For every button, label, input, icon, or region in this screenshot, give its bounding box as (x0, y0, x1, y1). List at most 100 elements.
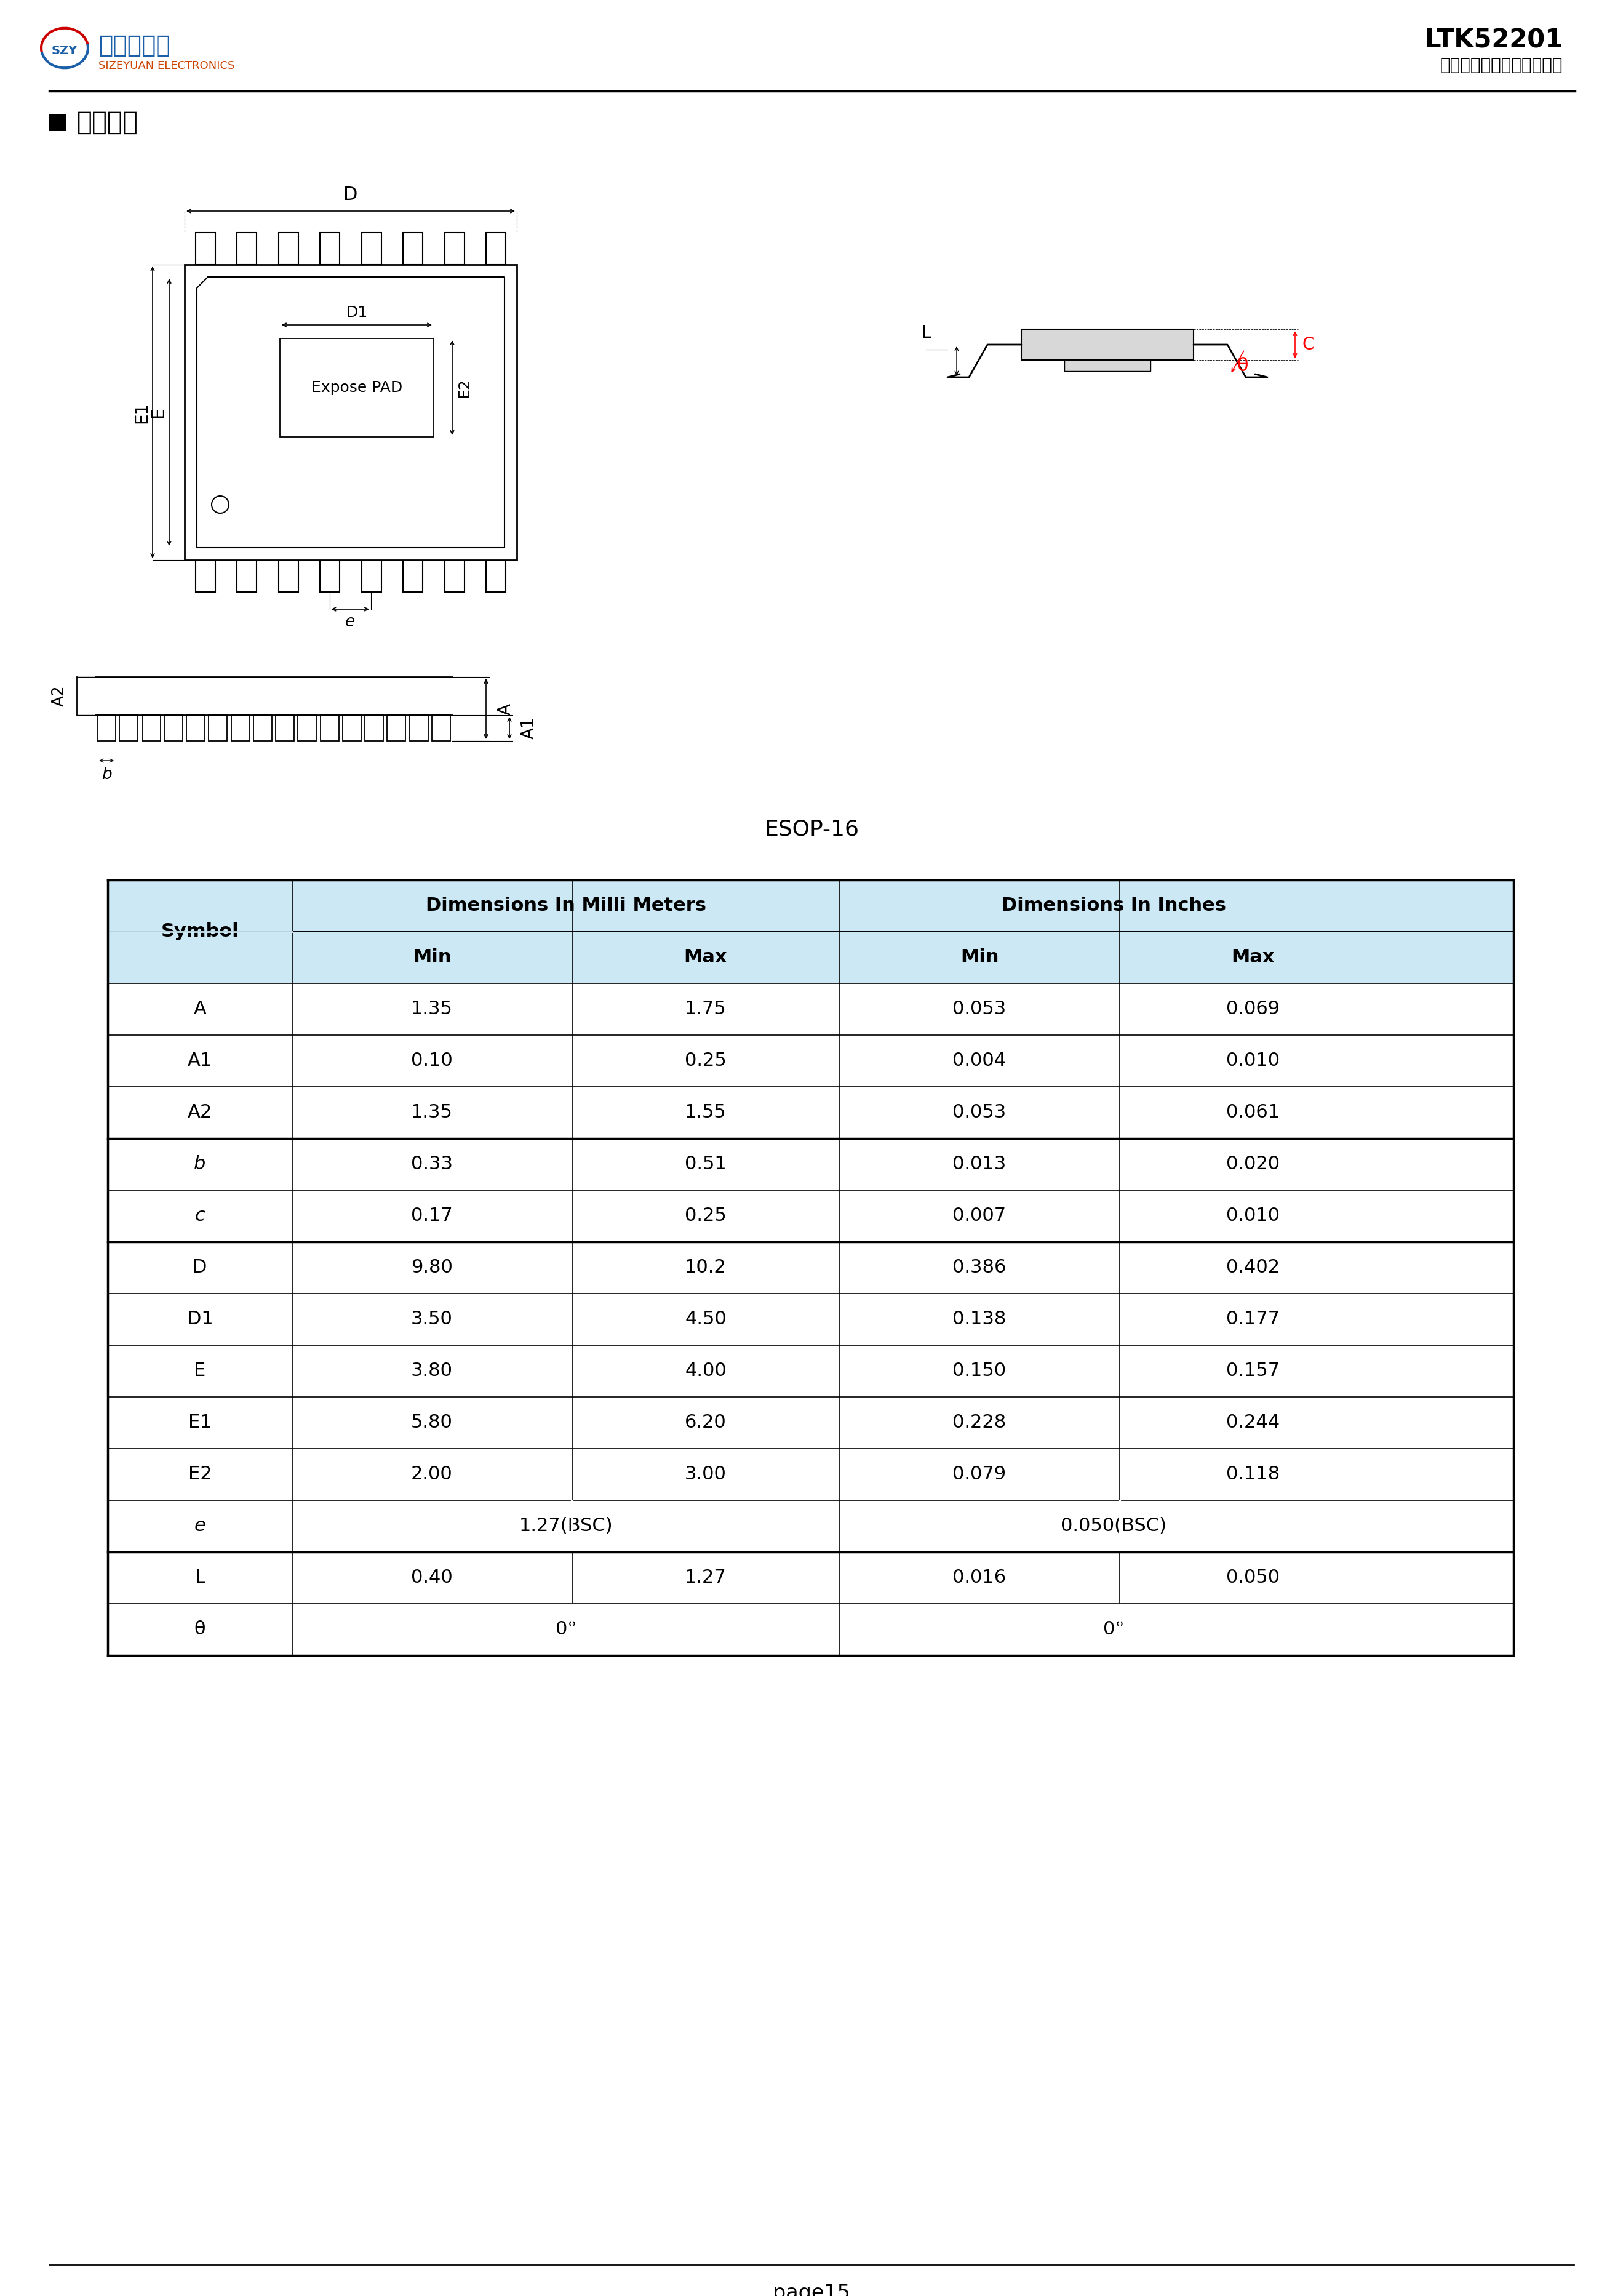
Bar (237, 232, 256, 264)
Text: 0.386: 0.386 (953, 1258, 1006, 1277)
Bar (187, 714, 204, 742)
Text: SZY: SZY (52, 44, 78, 57)
Text: 1.75: 1.75 (685, 1001, 727, 1017)
Text: 0.157: 0.157 (1227, 1362, 1281, 1380)
Bar (279, 338, 433, 436)
Text: page15: page15 (773, 2282, 850, 2296)
Bar (185, 264, 516, 560)
Text: 0.061: 0.061 (1227, 1104, 1281, 1120)
Text: 2.00: 2.00 (411, 1465, 453, 1483)
Text: 5.80: 5.80 (411, 1414, 453, 1433)
Text: Max: Max (683, 948, 727, 967)
Text: Max: Max (1232, 948, 1276, 967)
Text: 0.118: 0.118 (1227, 1465, 1281, 1483)
Text: θ: θ (195, 1621, 206, 1639)
Text: A: A (497, 703, 514, 714)
Bar (209, 714, 227, 742)
Text: Dimensions In Inches: Dimensions In Inches (1001, 898, 1225, 914)
Text: 0.402: 0.402 (1227, 1258, 1281, 1277)
Text: D1: D1 (346, 305, 368, 319)
Bar (237, 560, 256, 592)
Bar (320, 714, 339, 742)
Text: 0.069: 0.069 (1227, 1001, 1281, 1017)
Text: E2: E2 (188, 1465, 213, 1483)
Text: 0.050(BSC): 0.050(BSC) (1061, 1518, 1167, 1536)
Text: Min: Min (412, 948, 451, 967)
Text: A2: A2 (188, 1104, 213, 1120)
Text: 封装信息: 封装信息 (76, 110, 138, 135)
Text: 0.050: 0.050 (1227, 1568, 1281, 1587)
Text: Dimensions In Milli Meters: Dimensions In Milli Meters (425, 898, 706, 914)
Text: 0.33: 0.33 (411, 1155, 453, 1173)
Bar (195, 232, 216, 264)
Text: 0.053: 0.053 (953, 1104, 1006, 1120)
Text: 4.50: 4.50 (685, 1311, 727, 1329)
Text: 0.17: 0.17 (411, 1208, 453, 1226)
Text: 1.35: 1.35 (411, 1001, 453, 1017)
Text: 4.00: 4.00 (685, 1362, 727, 1380)
Bar (342, 714, 360, 742)
Bar (195, 560, 216, 592)
Text: 0.150: 0.150 (953, 1362, 1006, 1380)
Bar (279, 232, 299, 264)
Text: Min: Min (961, 948, 998, 967)
Text: ESOP-16: ESOP-16 (764, 817, 859, 840)
Text: 3.80: 3.80 (411, 1362, 453, 1380)
Text: b: b (195, 1155, 206, 1173)
Text: e: e (346, 613, 355, 629)
Text: 0.10: 0.10 (411, 1052, 453, 1070)
Text: E: E (195, 1362, 206, 1380)
Text: 0.053: 0.053 (953, 1001, 1006, 1017)
Text: 0.40: 0.40 (411, 1568, 453, 1587)
Bar (279, 560, 299, 592)
Bar (365, 714, 383, 742)
Text: Symbol: Symbol (161, 923, 239, 941)
Text: 3.00: 3.00 (685, 1465, 727, 1483)
Text: 0.177: 0.177 (1227, 1311, 1281, 1329)
Text: 10.2: 10.2 (685, 1258, 727, 1277)
Text: 1.27: 1.27 (685, 1568, 727, 1587)
Bar (120, 714, 138, 742)
Bar (403, 560, 424, 592)
Text: 1.27(BSC): 1.27(BSC) (519, 1518, 613, 1536)
Text: θ: θ (1237, 356, 1248, 374)
Bar (388, 714, 406, 742)
Text: D1: D1 (187, 1311, 213, 1329)
Text: 1.35: 1.35 (411, 1104, 453, 1120)
Bar (1021, 328, 1193, 360)
Bar (164, 714, 183, 742)
Bar (320, 560, 339, 592)
Text: 6.20: 6.20 (685, 1414, 727, 1433)
Text: 0.244: 0.244 (1227, 1414, 1281, 1433)
Text: 3.50: 3.50 (411, 1311, 453, 1329)
Text: E1: E1 (188, 1414, 213, 1433)
Text: L: L (922, 324, 930, 342)
Bar (299, 714, 316, 742)
Text: A1: A1 (188, 1052, 213, 1070)
Text: 0.010: 0.010 (1227, 1208, 1281, 1226)
Bar (403, 232, 424, 264)
Bar (445, 232, 464, 264)
Text: 0°: 0° (555, 1621, 576, 1639)
Text: D: D (193, 1258, 208, 1277)
Bar (107, 879, 1514, 983)
Bar (230, 714, 250, 742)
Text: Expose PAD: Expose PAD (312, 381, 403, 395)
Bar (445, 560, 464, 592)
Bar (97, 714, 115, 742)
Bar (362, 560, 381, 592)
Text: e: e (195, 1518, 206, 1536)
Text: 思泽远电子: 思泽远电子 (99, 34, 170, 57)
Text: E: E (149, 406, 167, 418)
Bar (487, 560, 506, 592)
Text: E1: E1 (133, 402, 149, 422)
Bar (49, 115, 67, 131)
Bar (1065, 360, 1151, 372)
Text: SIZEYUAN ELECTRONICS: SIZEYUAN ELECTRONICS (99, 60, 235, 71)
Text: A1: A1 (521, 716, 537, 739)
Text: E2: E2 (458, 379, 472, 397)
Text: 0°: 0° (1104, 1621, 1125, 1639)
Text: 1.55: 1.55 (685, 1104, 727, 1120)
Text: 0.079: 0.079 (953, 1465, 1006, 1483)
Bar (276, 714, 294, 742)
